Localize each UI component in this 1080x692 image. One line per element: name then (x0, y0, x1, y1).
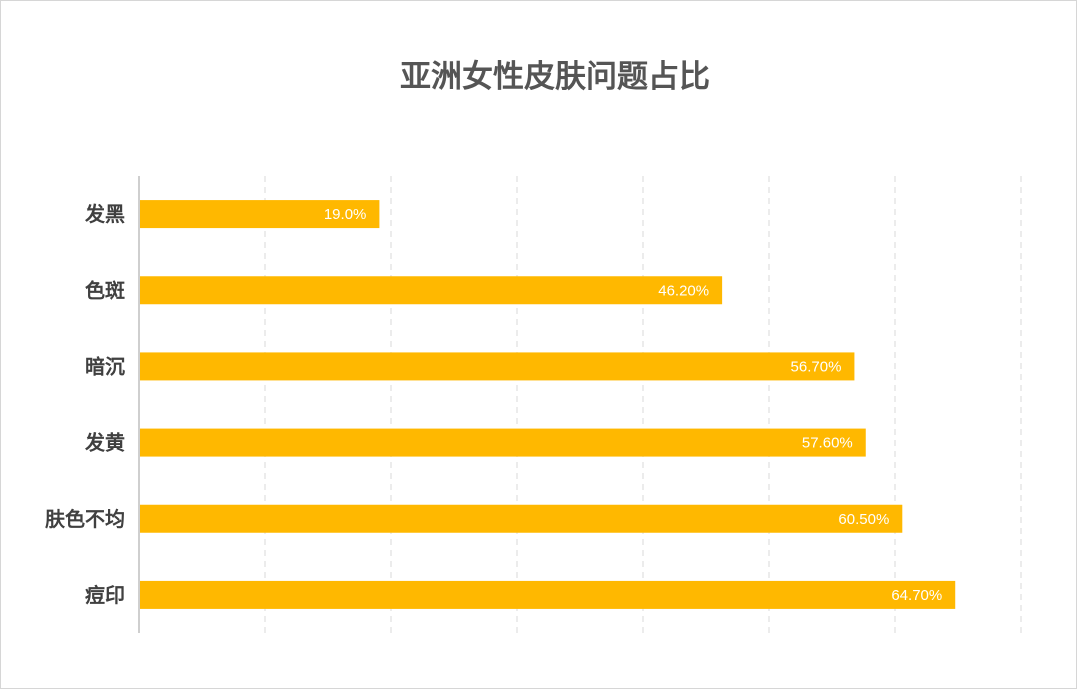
data-label: 19.0% (324, 206, 367, 223)
category-label: 发黑 (84, 202, 125, 226)
bar (140, 504, 903, 533)
category-label: 色斑 (85, 278, 125, 302)
data-label: 57.60% (802, 435, 853, 452)
bar (140, 276, 723, 305)
category-label: 发黄 (84, 431, 125, 455)
category-label: 暗沉 (85, 354, 125, 378)
data-labels: 19.0% 46.20% 56.70% 57.60% 60.50% 64.70% (324, 206, 942, 604)
gridlines (264, 176, 1022, 633)
category-label: 痘印 (85, 583, 125, 607)
data-label: 60.50% (838, 511, 889, 528)
bar (140, 580, 956, 609)
category-label: 肤色不均 (45, 507, 125, 531)
bar (140, 200, 380, 229)
bars (140, 200, 956, 609)
bar (140, 352, 855, 381)
data-label: 56.70% (791, 358, 842, 375)
bar (140, 428, 866, 457)
data-label: 64.70% (891, 587, 942, 604)
chart-title: 亚洲女性皮肤问题占比 (400, 59, 710, 95)
data-label: 46.20% (658, 282, 709, 299)
